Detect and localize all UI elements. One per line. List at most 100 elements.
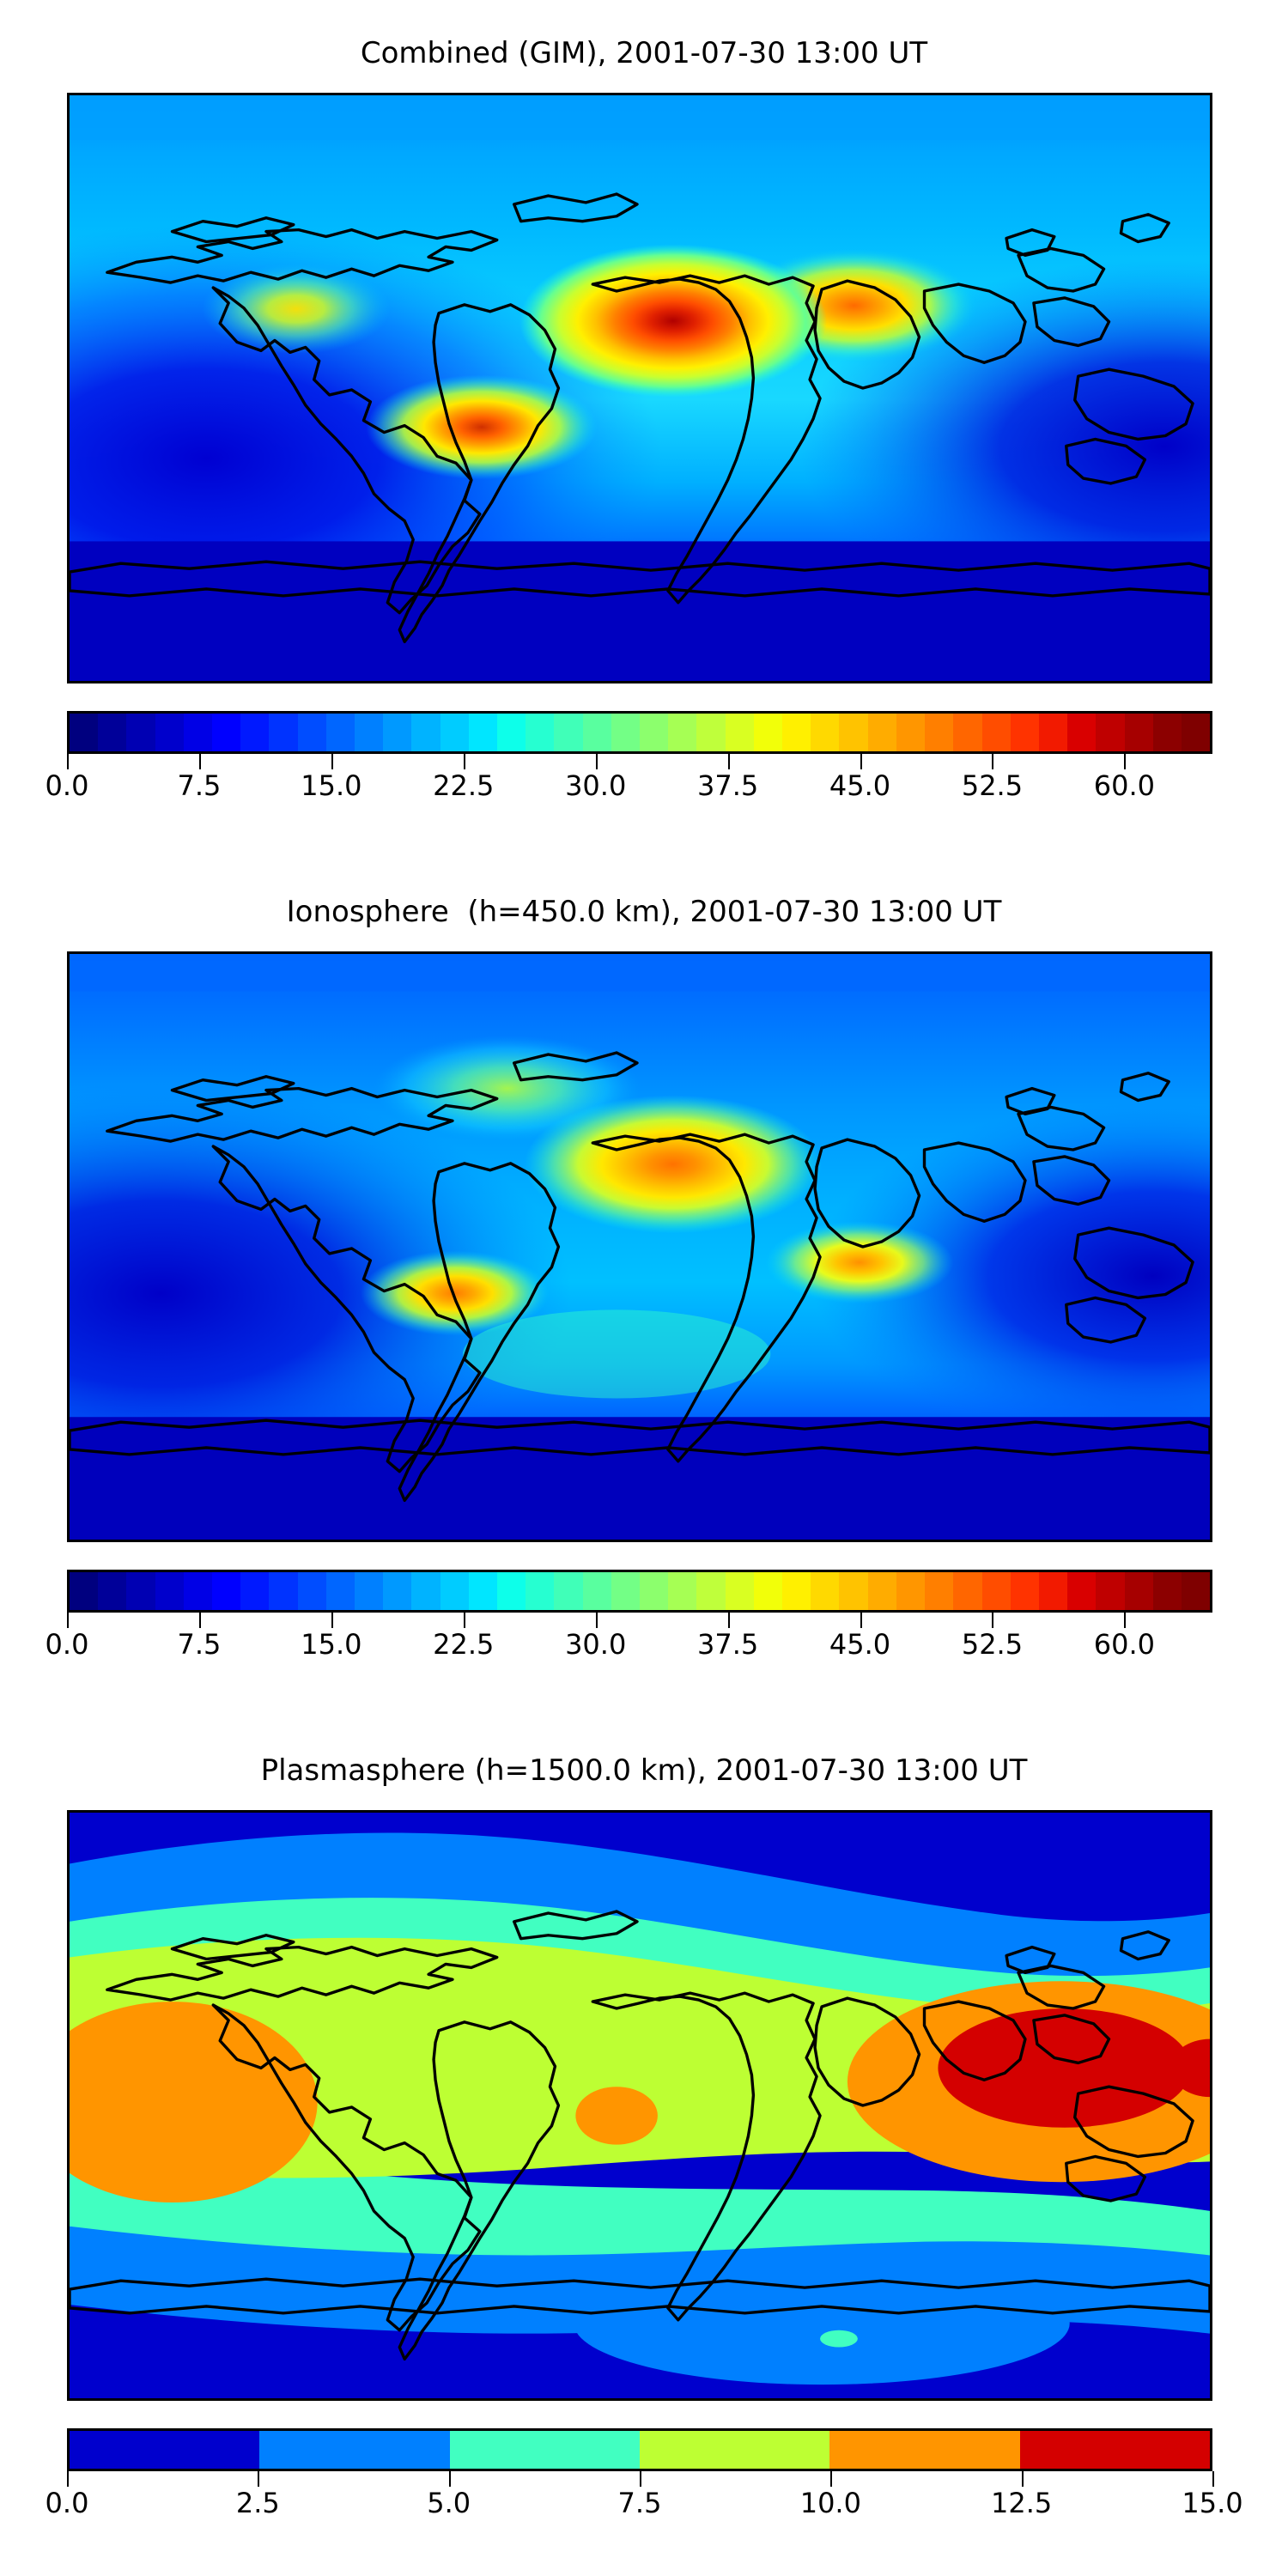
colorbar-segment (240, 1572, 270, 1610)
colorbar-segment (725, 714, 754, 751)
colorbar-combined: 0.0 7.5 15.0 22.5 30.0 37.5 45.0 52.5 60.0 (46, 711, 1212, 809)
colorbar-segment (1038, 714, 1068, 751)
colorbar-ticks-combined (67, 754, 1212, 769)
colorbar-segment (668, 714, 697, 751)
panel-title-ionosphere: Ionosphere (h=450.0 km), 2001-07-30 13:0… (286, 895, 1002, 929)
colorbar-tick-label: 30.0 (565, 769, 627, 802)
colorbar-segment (297, 1572, 326, 1610)
colorbar-segment (839, 1572, 868, 1610)
colorbar-band (259, 2431, 450, 2469)
colorbar-tick-label: 2.5 (235, 2487, 280, 2519)
colorbar-segment (611, 1572, 641, 1610)
colorbar-segment (383, 714, 412, 751)
colorbar-tick-label: 0.0 (45, 769, 89, 802)
colorbar-segment (554, 1572, 583, 1610)
colorbar-segment (725, 1572, 754, 1610)
colorbar-tick (463, 1613, 465, 1628)
colorbar-segment (1067, 1572, 1097, 1610)
colorbar-tick (992, 754, 994, 769)
colorbar-tick (727, 1613, 730, 1628)
colorbar-segment (70, 1572, 99, 1610)
colorbar-tick (640, 2471, 641, 2487)
colorbar-gradient-plasmasphere (67, 2428, 1212, 2471)
colorbar-plasmasphere: 0.0 2.5 5.0 7.5 10.0 12.5 15.0 (46, 2428, 1243, 2526)
colorbar-segment (753, 714, 783, 751)
colorbar-segment (811, 1572, 840, 1610)
colorbar-segment (325, 714, 355, 751)
panel-ionosphere: Ionosphere (h=450.0 km), 2001-07-30 13:0… (0, 859, 1288, 1717)
colorbar-segment (1010, 714, 1039, 751)
colorbar-segment (126, 1572, 155, 1610)
colorbar-segment (98, 714, 127, 751)
colorbar-labels-combined: 0.0 7.5 15.0 22.5 30.0 37.5 45.0 52.5 60.0 (46, 769, 1212, 809)
colorbar-tick (595, 1613, 598, 1628)
tec-field-combined (70, 95, 1210, 681)
colorbar-segment (867, 1572, 896, 1610)
colorbar-segment (468, 714, 498, 751)
colorbar-tick (331, 1613, 333, 1628)
colorbar-segment (811, 714, 840, 751)
colorbar-tick-label: 37.5 (696, 769, 759, 802)
colorbar-segment (925, 714, 954, 751)
colorbar-segment (554, 714, 583, 751)
colorbar-tick-label: 30.0 (565, 1628, 627, 1661)
colorbar-segment (1067, 714, 1097, 751)
colorbar-band (829, 2431, 1020, 2469)
colorbar-segment (611, 714, 641, 751)
colorbar-tick (448, 2471, 451, 2487)
colorbar-gradient-ionosphere (67, 1570, 1212, 1613)
colorbar-segment (953, 1572, 982, 1610)
colorbar-segment (1124, 714, 1153, 751)
colorbar-labels-plasmasphere: 0.0 2.5 5.0 7.5 10.0 12.5 15.0 (46, 2487, 1243, 2526)
colorbar-segment (325, 1572, 355, 1610)
colorbar-tick-label: 22.5 (433, 769, 495, 802)
colorbar-segment (212, 714, 241, 751)
colorbar-tick-label: 0.0 (45, 1628, 89, 1661)
colorbar-segment (753, 1572, 783, 1610)
colorbar-tick-label: 15.0 (301, 769, 362, 802)
colorbar-tick-label: 52.5 (961, 769, 1024, 802)
colorbar-segment (896, 1572, 926, 1610)
colorbar-segment (269, 714, 298, 751)
colorbar-segment (1152, 1572, 1182, 1610)
colorbar-segment (1124, 1572, 1153, 1610)
colorbar-tick (198, 754, 201, 769)
colorbar-segment (240, 714, 270, 751)
colorbar-tick-label: 22.5 (433, 1628, 495, 1661)
colorbar-tick (1021, 2471, 1024, 2487)
colorbar-segment (183, 714, 213, 751)
colorbar-tick-label: 10.0 (799, 2487, 861, 2519)
colorbar-tick-label: 15.0 (1182, 2487, 1243, 2519)
colorbar-segment (696, 714, 726, 751)
colorbar-segment (440, 714, 469, 751)
colorbar-segment (1181, 714, 1211, 751)
panel-plasmasphere: Plasmasphere (h=1500.0 km), 2001-07-30 1… (0, 1717, 1288, 2576)
colorbar-segment (839, 714, 868, 751)
map-axes-plasmasphere (67, 1810, 1212, 2401)
map-axes-ionosphere (67, 951, 1212, 1542)
tec-field-ionosphere (70, 954, 1210, 1540)
colorbar-band (639, 2431, 830, 2469)
colorbar-tick (727, 754, 730, 769)
tec-contour-combined (70, 95, 1210, 681)
colorbar-segment (183, 1572, 213, 1610)
colorbar-band (70, 2431, 260, 2469)
colorbar-segment (896, 714, 926, 751)
colorbar-tick-label: 12.5 (991, 2487, 1053, 2519)
colorbar-segment (497, 1572, 526, 1610)
colorbar-segment (1181, 1572, 1211, 1610)
colorbar-tick-label: 0.0 (45, 2487, 89, 2519)
colorbar-tick (67, 2471, 69, 2487)
colorbar-segment (212, 1572, 241, 1610)
colorbar-segment (1038, 1572, 1068, 1610)
colorbar-segment (355, 714, 384, 751)
colorbar-segment (297, 714, 326, 751)
colorbar-segment (526, 714, 555, 751)
colorbar-labels-ionosphere: 0.0 7.5 15.0 22.5 30.0 37.5 45.0 52.5 60.0 (46, 1628, 1212, 1668)
colorbar-tick-label: 7.5 (177, 1628, 222, 1661)
colorbar-tick-label: 45.0 (829, 769, 891, 802)
colorbar-tick (1124, 1613, 1127, 1628)
colorbar-segment (782, 1572, 811, 1610)
colorbar-tick-label: 37.5 (696, 1628, 759, 1661)
